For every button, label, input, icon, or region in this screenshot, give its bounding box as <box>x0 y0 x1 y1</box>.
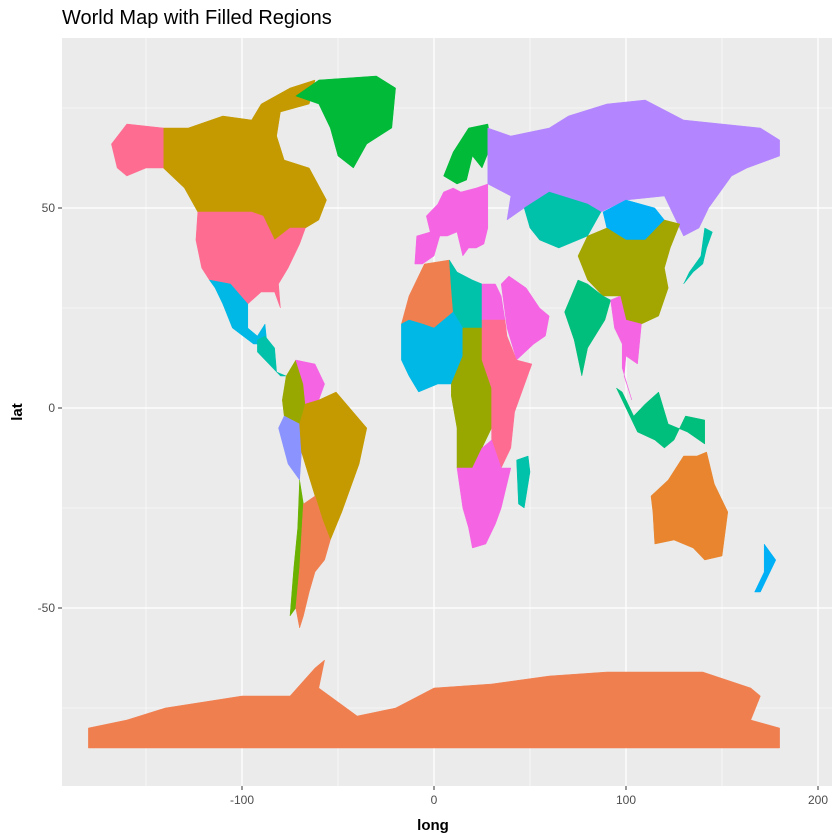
y-tick-label: 0 <box>48 401 55 415</box>
x-tick-label: 0 <box>431 793 438 807</box>
region-argentina <box>295 495 331 629</box>
region-madagascar <box>516 455 531 509</box>
region-east-africa <box>481 319 533 469</box>
region-india <box>564 279 611 377</box>
chart-title: World Map with Filled Regions <box>62 7 332 29</box>
region-scandinavia <box>443 123 492 185</box>
y-axis-title: lat <box>9 403 26 421</box>
region-indonesia <box>615 387 705 449</box>
region-japan <box>683 227 713 285</box>
region-usa <box>195 211 306 309</box>
region-southeast-asia <box>610 295 642 401</box>
axis-ticks: -100 0 100 200 50 0 -50 <box>38 201 829 807</box>
region-china <box>577 219 681 325</box>
y-tick-label: -50 <box>38 601 56 615</box>
x-axis-title: long <box>417 817 449 834</box>
x-tick-label: 100 <box>616 793 636 807</box>
region-egypt <box>481 283 506 321</box>
region-middle-east <box>500 275 550 361</box>
region-southern-africa <box>456 439 512 549</box>
regions-layer <box>88 75 780 749</box>
region-mexico <box>208 279 268 345</box>
x-tick-label: -100 <box>230 793 254 807</box>
region-greenland <box>295 75 396 169</box>
region-new-zealand <box>754 543 777 593</box>
y-tick-label: 50 <box>42 201 56 215</box>
region-brazil <box>299 391 368 541</box>
region-australia <box>650 451 729 561</box>
region-alaska <box>111 123 164 177</box>
region-europe <box>414 183 489 265</box>
x-tick-label: 200 <box>808 793 828 807</box>
region-antarctica <box>88 659 780 749</box>
